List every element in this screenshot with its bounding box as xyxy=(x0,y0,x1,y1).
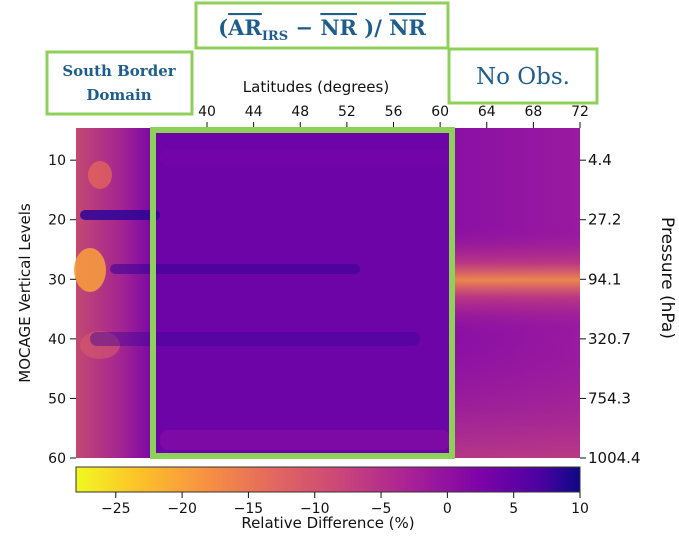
south-border-line2: Domain xyxy=(86,86,151,104)
top-tick-label: 44 xyxy=(245,104,263,120)
right-axis: 4.4 27.2 94.1 320.7 754.3 1004.4 xyxy=(580,151,641,467)
left-axis: 10 20 30 40 50 60 xyxy=(48,153,76,467)
heatmap xyxy=(74,128,580,458)
left-tick-label: 10 xyxy=(48,153,66,169)
colorbar-label: Relative Difference (%) xyxy=(241,514,414,532)
top-tick-label: 56 xyxy=(385,104,403,120)
title-ar: AR xyxy=(227,15,262,40)
right-tick-label: 1004.4 xyxy=(588,449,641,467)
heatmap-right-lower-band xyxy=(452,340,580,458)
top-tick-label: 40 xyxy=(198,104,216,120)
right-tick-label: 4.4 xyxy=(588,151,612,169)
colorbar-tick-label: 0 xyxy=(443,501,452,517)
heatmap-faint-band xyxy=(160,150,450,166)
top-tick-label: 64 xyxy=(478,104,496,120)
colorbar-tick-label: −10 xyxy=(300,501,330,517)
top-xlabel: Latitudes (degrees) xyxy=(243,78,389,96)
heatmap-left-spot-upper xyxy=(88,161,112,189)
left-tick-label: 20 xyxy=(48,213,66,229)
heatmap-bottom-band xyxy=(160,430,450,450)
left-ylabel: MOCAGE Vertical Levels xyxy=(16,203,34,383)
heatmap-dark-band-1 xyxy=(80,210,160,220)
heatmap-left-strip xyxy=(76,128,154,458)
top-tick-label: 52 xyxy=(338,104,356,120)
left-tick-label: 40 xyxy=(48,332,66,348)
colorbar-ticks: −25 −20 −15 −10 −5 0 5 10 xyxy=(101,492,589,517)
title-open: ( xyxy=(218,15,228,40)
right-tick-label: 320.7 xyxy=(588,330,631,348)
no-obs-label: No Obs. xyxy=(476,64,570,90)
heatmap-left-hotspot xyxy=(74,248,106,292)
title-nr1: NR xyxy=(320,15,357,40)
no-obs-annotation: No Obs. xyxy=(447,47,599,105)
right-ylabel: Pressure (hPa) xyxy=(657,217,677,339)
colorbar-tick-label: 10 xyxy=(571,501,589,517)
heatmap-right-warm-band xyxy=(452,225,580,335)
right-tick-label: 94.1 xyxy=(588,270,621,288)
top-tick-label: 68 xyxy=(524,104,542,120)
colorbar: −25 −20 −15 −10 −5 0 5 10 Relative Difference (… xyxy=(75,466,589,532)
top-tick-label: 48 xyxy=(291,104,309,120)
observation-region-box xyxy=(150,127,455,459)
colorbar-tick-label: −20 xyxy=(167,501,197,517)
title-minus: − xyxy=(288,15,320,40)
colorbar-tick-label: −15 xyxy=(234,501,264,517)
colorbar-tick-label: −25 xyxy=(101,501,131,517)
right-tick-label: 754.3 xyxy=(588,389,631,407)
left-tick-label: 30 xyxy=(48,272,66,288)
south-border-annotation: South Border Domain xyxy=(45,50,194,116)
title-close: )/ xyxy=(357,15,389,40)
heatmap-dark-band-2 xyxy=(110,264,360,274)
colorbar-tick-label: −5 xyxy=(371,501,392,517)
colorbar-gradient xyxy=(75,466,581,493)
left-tick-label: 60 xyxy=(48,451,66,467)
title-sub: IRS xyxy=(262,29,288,44)
title-box: (ARIRS − NR )/ NR xyxy=(194,1,450,50)
colorbar-tick-label: 5 xyxy=(509,501,518,517)
top-tick-label: 72 xyxy=(571,104,589,120)
top-tick-label: 60 xyxy=(431,104,449,120)
top-axis: 40 44 48 52 56 60 64 68 72 xyxy=(198,104,589,128)
south-border-line1: South Border xyxy=(62,62,176,80)
heatmap-left-spot-lower xyxy=(80,331,120,359)
heatmap-dark-band-3 xyxy=(90,332,420,346)
right-tick-label: 27.2 xyxy=(588,211,621,229)
left-tick-label: 50 xyxy=(48,391,66,407)
title-nr2: NR xyxy=(389,15,426,40)
chart-title: (ARIRS − NR )/ NR xyxy=(218,15,426,44)
